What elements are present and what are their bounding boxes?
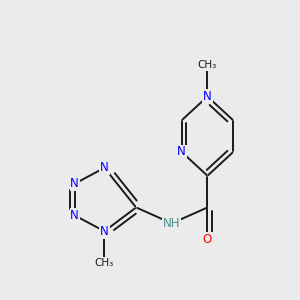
- Text: N: N: [203, 90, 212, 103]
- Text: N: N: [100, 161, 109, 174]
- Text: NH: NH: [163, 217, 181, 230]
- Text: N: N: [100, 225, 109, 238]
- Text: N: N: [177, 146, 186, 158]
- Text: O: O: [203, 233, 212, 246]
- Text: CH₃: CH₃: [198, 60, 217, 70]
- Text: CH₃: CH₃: [95, 258, 114, 268]
- Text: N: N: [70, 209, 79, 222]
- Text: N: N: [70, 177, 79, 190]
